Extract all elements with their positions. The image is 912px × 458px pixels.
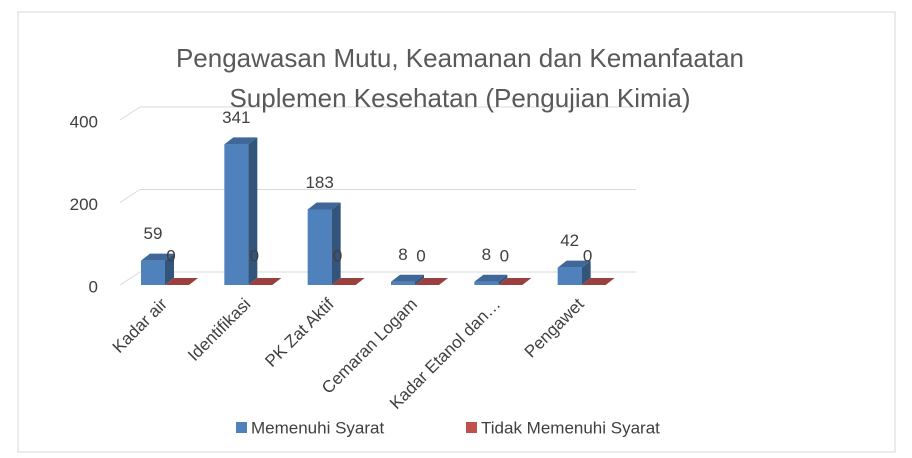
value-label: 0: [583, 246, 592, 265]
bar: [391, 281, 415, 285]
legend-label: Tidak Memenuhi Syarat: [481, 418, 660, 437]
y-tick-label: 400: [70, 112, 98, 131]
bar-top: [165, 278, 198, 285]
grid-depth: [119, 106, 141, 121]
bar-top: [248, 278, 282, 285]
value-label: 341: [222, 108, 250, 127]
bar-side: [498, 274, 508, 285]
bar-top: [498, 278, 532, 285]
value-label: 0: [500, 246, 509, 265]
grid-depth: [119, 271, 141, 286]
bar-side: [331, 202, 341, 285]
bar: [224, 144, 249, 285]
legend-swatch: [466, 422, 477, 433]
value-label: 0: [416, 246, 425, 265]
legend-label: Memenuhi Syarat: [251, 418, 385, 437]
value-label: 0: [250, 246, 259, 265]
bar-top: [307, 202, 341, 210]
bar-top: [331, 278, 365, 285]
bar-top: [391, 274, 424, 282]
bar-top: [581, 278, 615, 285]
bar: [557, 267, 582, 285]
value-label: 8: [482, 245, 491, 264]
chart-title: Pengawasan Mutu, Keamanan dan Kemanfaata…: [175, 43, 745, 113]
value-label: 0: [333, 246, 342, 265]
bar: [141, 260, 165, 285]
chart-border: [17, 11, 896, 453]
bar-side: [415, 274, 424, 285]
bar-side: [248, 137, 258, 285]
y-tick-label: 200: [70, 195, 98, 214]
value-label: 42: [560, 231, 579, 250]
bar: [474, 281, 499, 285]
bar: [307, 209, 332, 285]
value-label: 8: [398, 245, 407, 264]
value-label: 59: [144, 224, 163, 243]
bar-top: [141, 253, 174, 261]
bar-side: [165, 253, 174, 285]
bar-top: [474, 274, 508, 282]
bar-top: [415, 278, 448, 285]
y-tick-label: 0: [89, 277, 98, 296]
grid-depth: [119, 189, 141, 203]
legend-swatch: [236, 422, 247, 433]
bar-side: [581, 260, 591, 285]
bar-top: [557, 260, 591, 268]
value-label: 183: [305, 173, 333, 192]
value-label: 0: [166, 246, 175, 265]
bar-top: [224, 137, 258, 145]
